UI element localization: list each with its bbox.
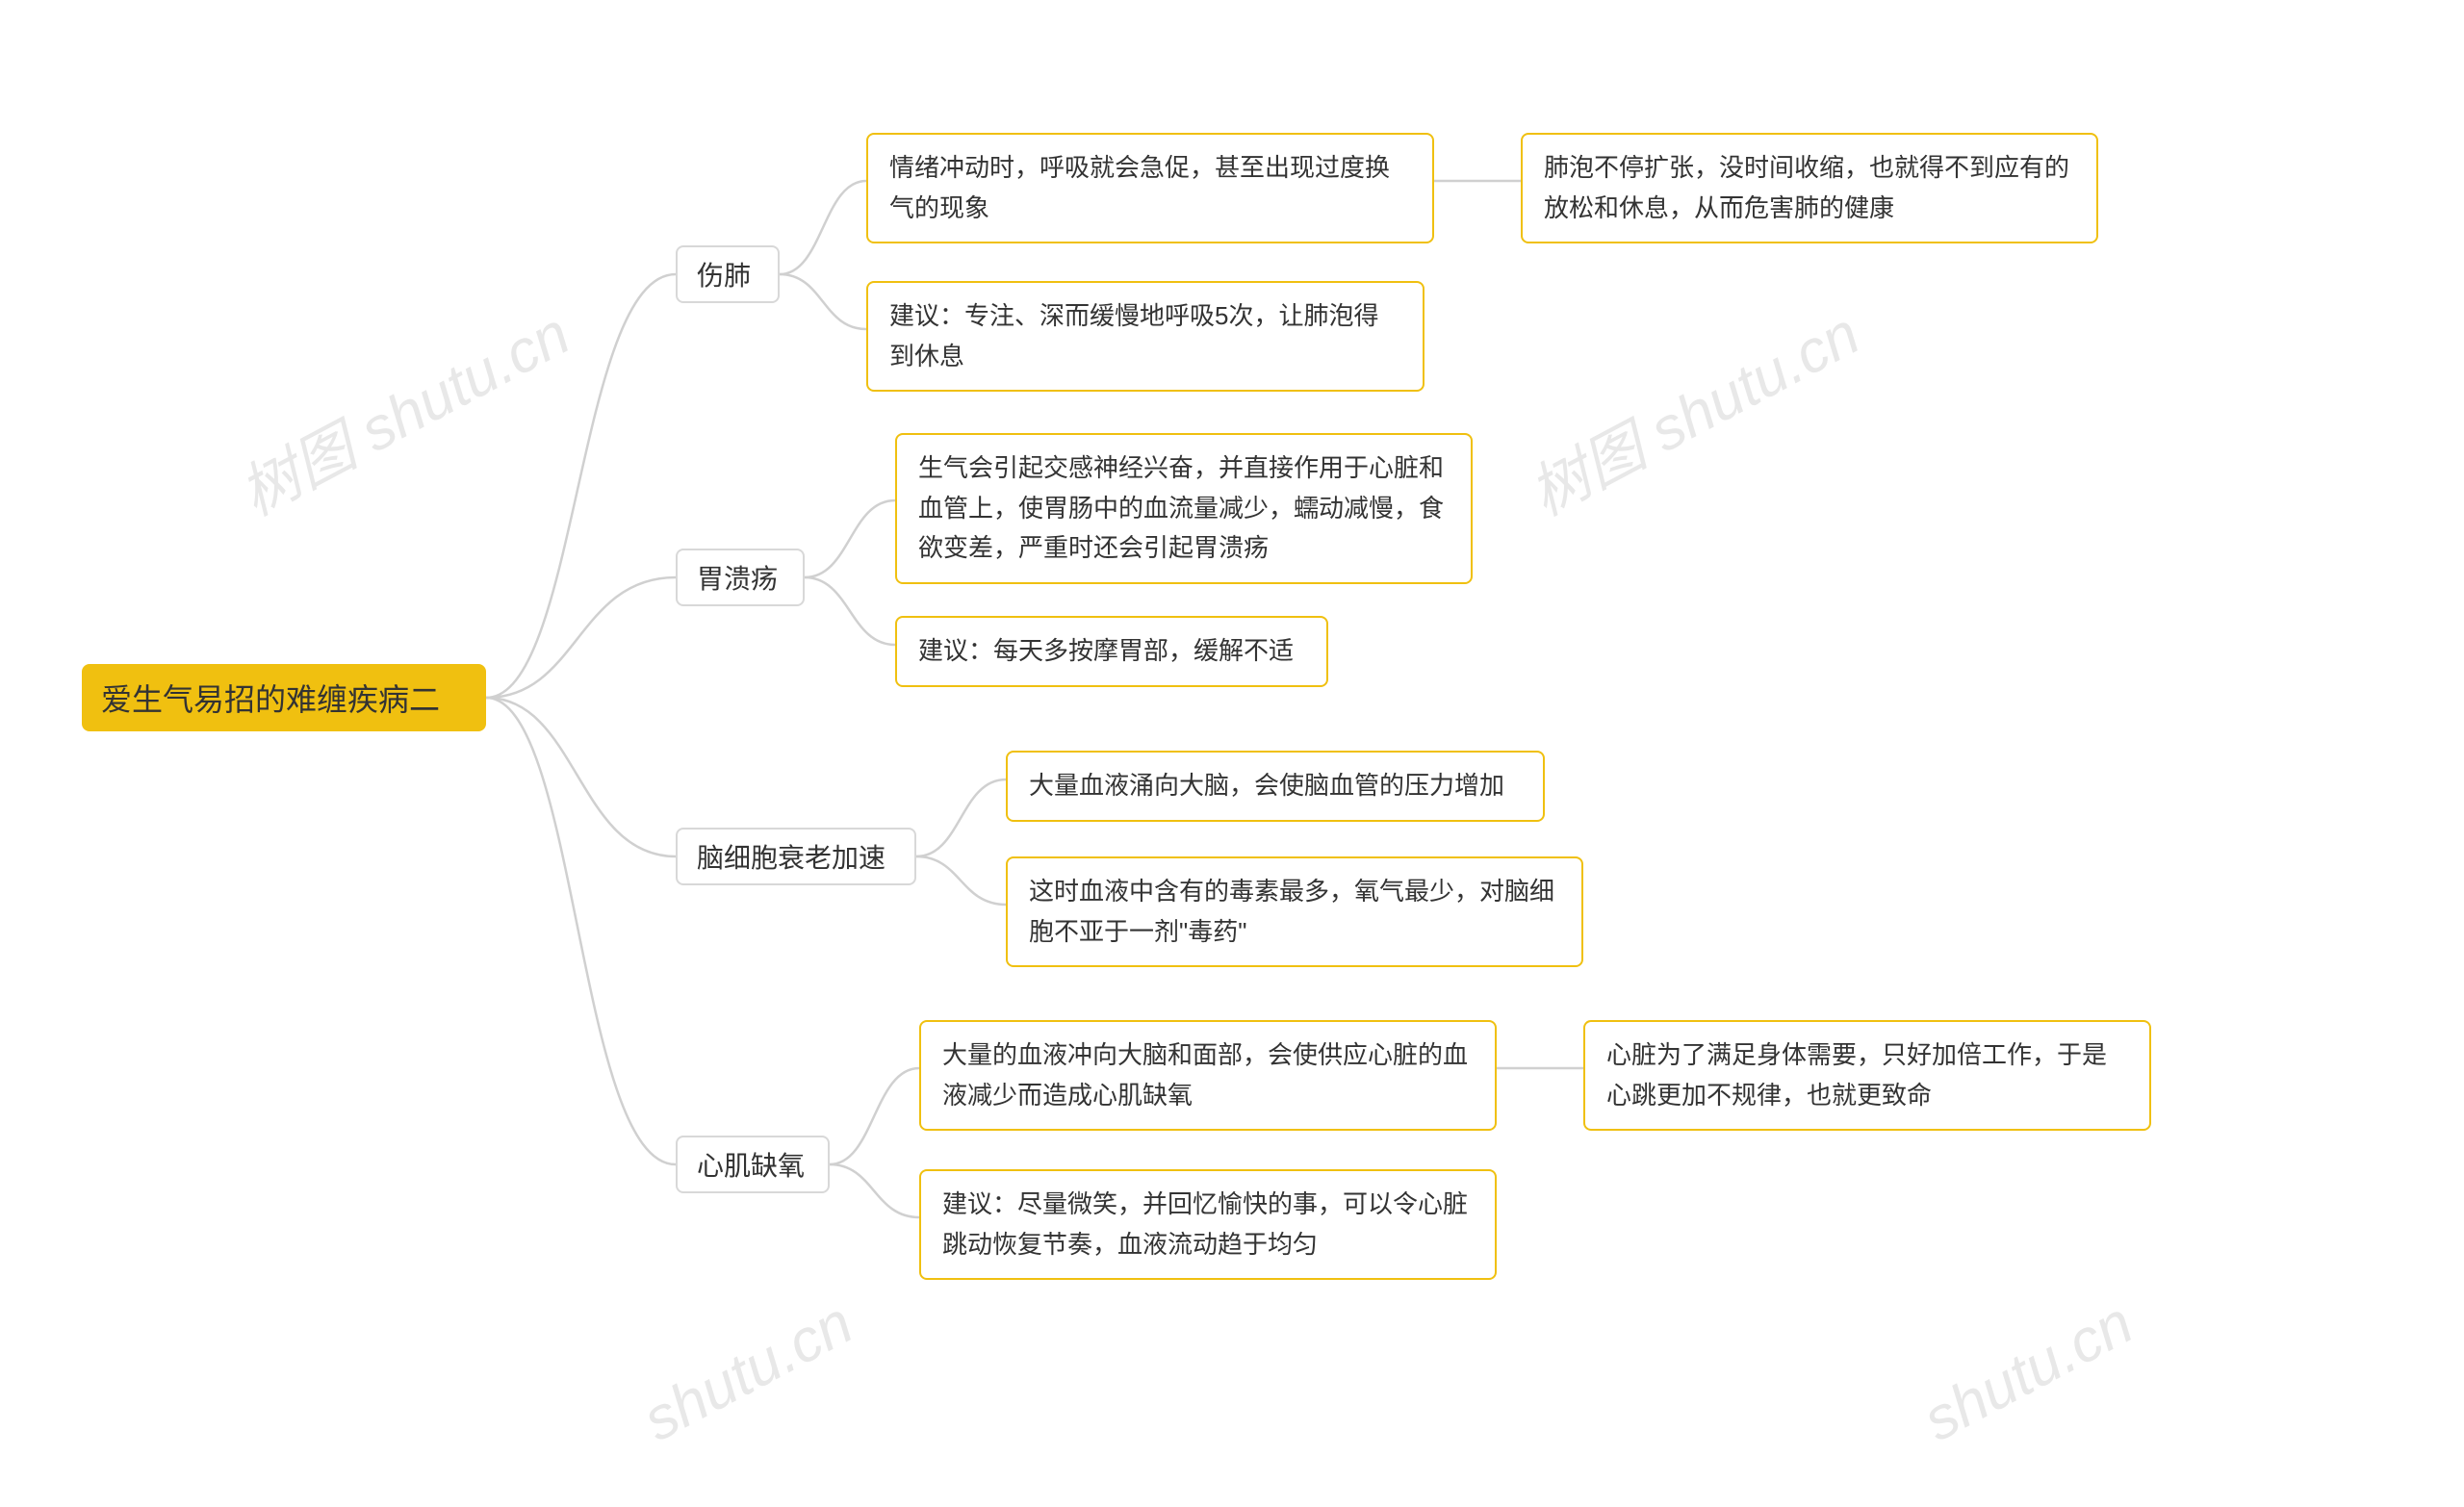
leaf-label: 生气会引起交感神经兴奋，并直接作用于心脏和血管上，使胃肠中的血流量减少，蠕动减慢… bbox=[918, 448, 1450, 569]
leaf-label: 情绪冲动时，呼吸就会急促，甚至出现过度换气的现象 bbox=[889, 148, 1411, 228]
watermark: 树图 shutu.cn bbox=[1512, 286, 1872, 532]
leaf-label: 这时血液中含有的毒素最多，氧气最少，对脑细胞不亚于一剂"毒药" bbox=[1029, 872, 1560, 952]
branch-node-stomach: 胃溃疡 bbox=[676, 549, 805, 606]
leaf-node: 建议：每天多按摩胃部，缓解不适 bbox=[895, 616, 1328, 687]
leaf-node: 大量的血液冲向大脑和面部，会使供应心脏的血液减少而造成心肌缺氧 bbox=[919, 1020, 1497, 1131]
root-label: 爱生气易招的难缠疾病二 bbox=[101, 676, 440, 720]
leaf-node: 生气会引起交感神经兴奋，并直接作用于心脏和血管上，使胃肠中的血流量减少，蠕动减慢… bbox=[895, 433, 1473, 584]
leaf-node: 建议：尽量微笑，并回忆愉快的事，可以令心脏跳动恢复节奏，血液流动趋于均匀 bbox=[919, 1169, 1497, 1280]
branch-label: 脑细胞衰老加速 bbox=[697, 837, 886, 876]
root-node: 爱生气易招的难缠疾病二 bbox=[82, 664, 486, 731]
leaf-label: 建议：每天多按摩胃部，缓解不适 bbox=[918, 631, 1294, 672]
leaf-node: 建议：专注、深而缓慢地呼吸5次，让肺泡得到休息 bbox=[866, 281, 1424, 392]
leaf-label: 建议：尽量微笑，并回忆愉快的事，可以令心脏跳动恢复节奏，血液流动趋于均匀 bbox=[942, 1185, 1474, 1264]
branch-label: 伤肺 bbox=[697, 255, 751, 294]
leaf-label: 大量血液涌向大脑，会使脑血管的压力增加 bbox=[1029, 766, 1504, 806]
watermark: 树图 shutu.cn bbox=[222, 286, 582, 532]
branch-node-lung: 伤肺 bbox=[676, 245, 780, 303]
branch-label: 心肌缺氧 bbox=[697, 1145, 805, 1184]
watermark: shutu.cn bbox=[632, 1289, 863, 1455]
leaf-node: 情绪冲动时，呼吸就会急促，甚至出现过度换气的现象 bbox=[866, 133, 1434, 243]
leaf-label: 心脏为了满足身体需要，只好加倍工作，于是心跳更加不规律，也就更致命 bbox=[1606, 1035, 2128, 1115]
branch-node-brain: 脑细胞衰老加速 bbox=[676, 828, 916, 885]
branch-node-heart: 心肌缺氧 bbox=[676, 1136, 830, 1193]
watermark: shutu.cn bbox=[1912, 1289, 2143, 1455]
leaf-label: 大量的血液冲向大脑和面部，会使供应心脏的血液减少而造成心肌缺氧 bbox=[942, 1035, 1474, 1115]
leaf-label: 建议：专注、深而缓慢地呼吸5次，让肺泡得到休息 bbox=[889, 296, 1401, 376]
leaf-node: 心脏为了满足身体需要，只好加倍工作，于是心跳更加不规律，也就更致命 bbox=[1583, 1020, 2151, 1131]
leaf-label: 肺泡不停扩张，没时间收缩，也就得不到应有的放松和休息，从而危害肺的健康 bbox=[1544, 148, 2075, 228]
leaf-node: 这时血液中含有的毒素最多，氧气最少，对脑细胞不亚于一剂"毒药" bbox=[1006, 856, 1583, 967]
leaf-node: 肺泡不停扩张，没时间收缩，也就得不到应有的放松和休息，从而危害肺的健康 bbox=[1521, 133, 2098, 243]
branch-label: 胃溃疡 bbox=[697, 558, 778, 597]
leaf-node: 大量血液涌向大脑，会使脑血管的压力增加 bbox=[1006, 751, 1545, 822]
